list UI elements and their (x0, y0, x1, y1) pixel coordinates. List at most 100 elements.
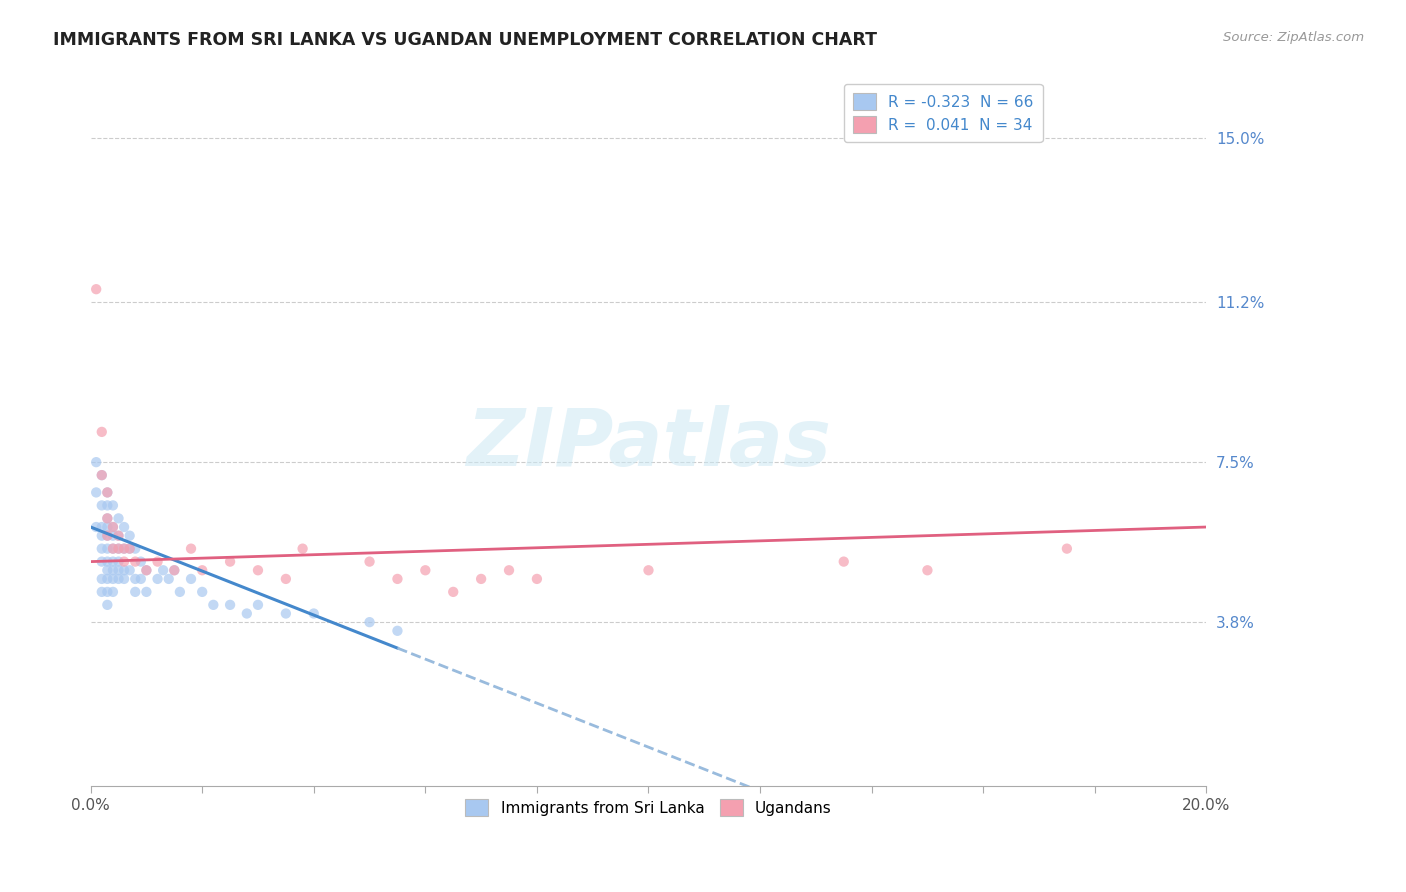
Point (112, 541, 135, 556)
Point (101, 520, 124, 534)
Point (96, 511, 118, 525)
Point (101, 572, 124, 586)
Point (387, 572, 409, 586)
Text: IMMIGRANTS FROM SRI LANKA VS UGANDAN UNEMPLOYMENT CORRELATION CHART: IMMIGRANTS FROM SRI LANKA VS UGANDAN UNE… (53, 31, 877, 49)
Point (118, 541, 141, 556)
Point (107, 529, 129, 543)
Point (107, 511, 129, 525)
Point (169, 585, 191, 599)
Point (90, 585, 112, 599)
Point (96, 598, 118, 612)
Point (96, 485, 118, 500)
Point (441, 585, 464, 599)
Point (359, 615, 381, 629)
Point (219, 555, 242, 569)
Point (118, 563, 141, 577)
Point (291, 541, 314, 556)
Point (152, 563, 174, 577)
Point (96, 529, 118, 543)
Point (124, 555, 146, 569)
Point (96, 529, 118, 543)
Point (274, 572, 297, 586)
Point (107, 572, 129, 586)
Point (387, 624, 409, 638)
Point (96, 485, 118, 500)
Point (637, 563, 659, 577)
Point (112, 555, 135, 569)
Point (101, 499, 124, 513)
Point (163, 563, 186, 577)
Point (96, 520, 118, 534)
Point (84, 520, 107, 534)
Point (101, 555, 124, 569)
Point (107, 541, 129, 556)
Point (101, 520, 124, 534)
Point (112, 572, 135, 586)
Point (180, 541, 202, 556)
Point (101, 585, 124, 599)
Point (146, 555, 169, 569)
Point (107, 529, 129, 543)
Legend: Immigrants from Sri Lanka, Ugandans: Immigrants from Sri Lanka, Ugandans (457, 790, 841, 825)
Point (90, 520, 112, 534)
Point (124, 585, 146, 599)
Point (101, 541, 124, 556)
Point (415, 563, 437, 577)
Point (135, 563, 157, 577)
Point (90, 468, 112, 483)
Point (274, 607, 297, 621)
Point (246, 563, 269, 577)
Text: Source: ZipAtlas.com: Source: ZipAtlas.com (1223, 31, 1364, 45)
Point (124, 541, 146, 556)
Point (84, 455, 107, 469)
Point (163, 563, 186, 577)
Point (157, 572, 180, 586)
Point (526, 572, 548, 586)
Point (107, 541, 129, 556)
Point (118, 529, 141, 543)
Point (96, 499, 118, 513)
Point (101, 529, 124, 543)
Point (96, 585, 118, 599)
Point (129, 555, 152, 569)
Point (96, 541, 118, 556)
Point (84, 282, 107, 296)
Point (1056, 541, 1078, 556)
Point (146, 572, 169, 586)
Point (191, 585, 214, 599)
Point (129, 572, 152, 586)
Point (101, 563, 124, 577)
Point (90, 555, 112, 569)
Point (135, 585, 157, 599)
Point (236, 607, 259, 621)
Point (118, 541, 141, 556)
Point (498, 563, 520, 577)
Point (107, 555, 129, 569)
Point (112, 520, 135, 534)
Point (112, 541, 135, 556)
Point (90, 529, 112, 543)
Point (107, 563, 129, 577)
Point (112, 563, 135, 577)
Point (302, 607, 325, 621)
Point (219, 598, 242, 612)
Point (90, 572, 112, 586)
Point (202, 598, 225, 612)
Point (84, 485, 107, 500)
Text: ZIPatlas: ZIPatlas (465, 405, 831, 483)
Point (246, 598, 269, 612)
Point (359, 555, 381, 569)
Point (101, 541, 124, 556)
Point (917, 563, 939, 577)
Point (191, 563, 214, 577)
Point (470, 572, 492, 586)
Point (96, 563, 118, 577)
Point (124, 572, 146, 586)
Point (832, 555, 855, 569)
Point (90, 499, 112, 513)
Point (96, 572, 118, 586)
Point (90, 425, 112, 439)
Point (90, 468, 112, 483)
Point (96, 511, 118, 525)
Point (180, 572, 202, 586)
